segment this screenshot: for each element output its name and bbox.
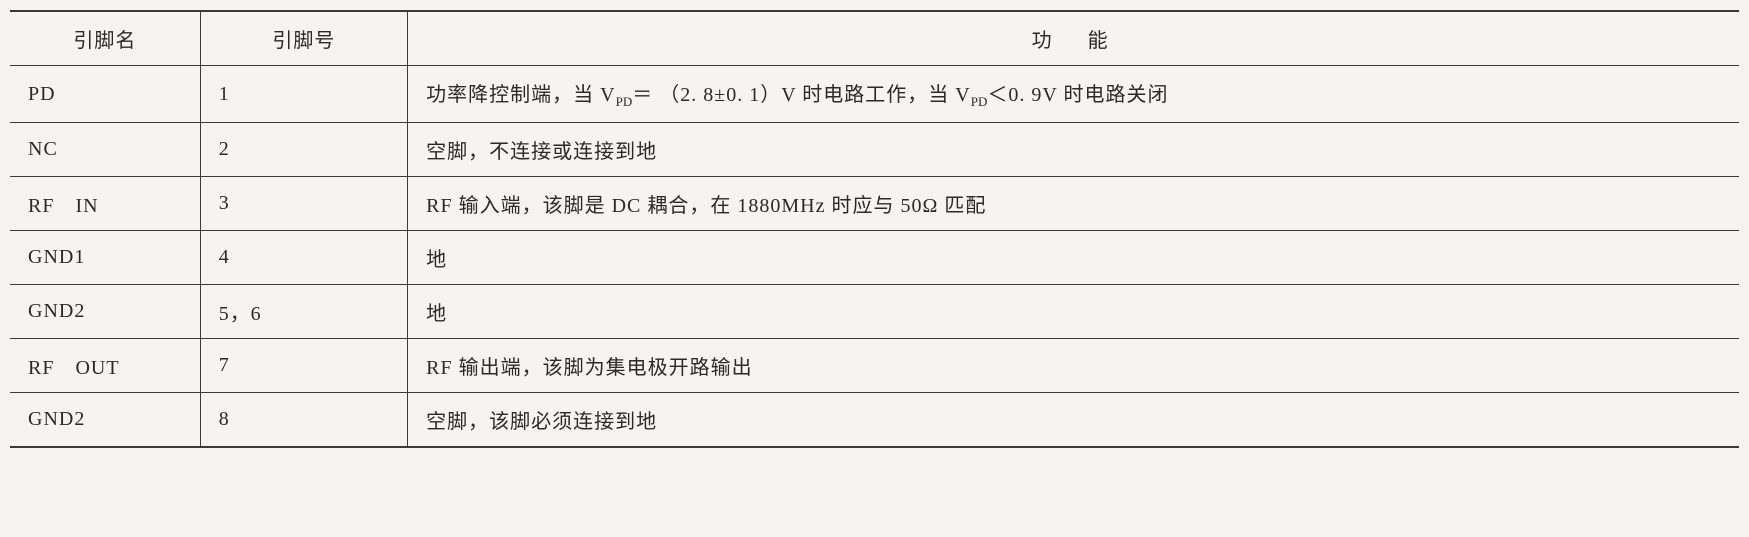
col-header-function-label: 功 能 [1032, 30, 1116, 52]
cell-pin-number: 7 [200, 339, 407, 393]
cell-pin-number: 5，6 [200, 285, 407, 339]
cell-pin-number: 8 [200, 393, 407, 448]
table-row: PD1功率降控制端，当 VPD＝ （2. 8±0. 1）V 时电路工作，当 VP… [10, 66, 1739, 123]
cell-pin-name: GND2 [10, 285, 200, 339]
table-row: NC2空脚，不连接或连接到地 [10, 123, 1739, 177]
subscript: PD [616, 94, 633, 109]
cell-pin-name: GND1 [10, 231, 200, 285]
cell-function: 空脚，不连接或连接到地 [408, 123, 1739, 177]
col-header-pin-number: 引脚号 [200, 11, 407, 66]
table-row: GND28空脚，该脚必须连接到地 [10, 393, 1739, 448]
cell-function: 空脚，该脚必须连接到地 [408, 393, 1739, 448]
table-row: GND14地 [10, 231, 1739, 285]
table-row: RF OUT7RF 输出端，该脚为集电极开路输出 [10, 339, 1739, 393]
table-row: GND25，6地 [10, 285, 1739, 339]
cell-function: RF 输出端，该脚为集电极开路输出 [408, 339, 1739, 393]
col-header-function: 功 能 [408, 11, 1739, 66]
cell-pin-name: PD [10, 66, 200, 123]
col-header-pin-name: 引脚名 [10, 11, 200, 66]
cell-function: 地 [408, 231, 1739, 285]
cell-pin-name: RF OUT [10, 339, 200, 393]
cell-pin-number: 4 [200, 231, 407, 285]
cell-function: 地 [408, 285, 1739, 339]
table-row: RF IN3RF 输入端，该脚是 DC 耦合，在 1880MHz 时应与 50Ω… [10, 177, 1739, 231]
cell-function: 功率降控制端，当 VPD＝ （2. 8±0. 1）V 时电路工作，当 VPD＜0… [408, 66, 1739, 123]
subscript: PD [971, 94, 988, 109]
pin-table: 引脚名 引脚号 功 能 PD1功率降控制端，当 VPD＝ （2. 8±0. 1）… [10, 10, 1739, 448]
cell-pin-name: NC [10, 123, 200, 177]
cell-pin-number: 2 [200, 123, 407, 177]
cell-pin-name: RF IN [10, 177, 200, 231]
cell-pin-number: 3 [200, 177, 407, 231]
table-header-row: 引脚名 引脚号 功 能 [10, 11, 1739, 66]
cell-pin-number: 1 [200, 66, 407, 123]
cell-function: RF 输入端，该脚是 DC 耦合，在 1880MHz 时应与 50Ω 匹配 [408, 177, 1739, 231]
pin-table-body: PD1功率降控制端，当 VPD＝ （2. 8±0. 1）V 时电路工作，当 VP… [10, 66, 1739, 448]
cell-pin-name: GND2 [10, 393, 200, 448]
